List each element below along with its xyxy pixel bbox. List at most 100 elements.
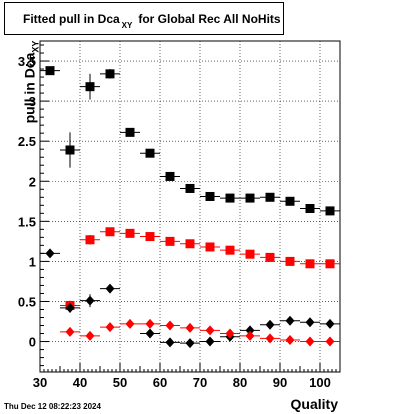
data-point: [80, 294, 100, 308]
diamond-marker: [145, 328, 155, 339]
square-marker: [165, 171, 175, 181]
data-point: [220, 328, 240, 339]
data-point: [180, 183, 200, 193]
diamond-marker: [165, 320, 175, 331]
data-point: [180, 338, 200, 349]
chart-title: Fitted pull in Dca XY for Global Rec All N…: [23, 12, 281, 30]
diamond-marker: [65, 302, 75, 313]
diamond-marker: [305, 336, 315, 347]
diamond-marker: [285, 315, 295, 326]
y-tick-label: 3: [29, 94, 36, 109]
diamond-marker: [265, 333, 275, 344]
data-point: [300, 204, 320, 214]
data-point: [280, 315, 300, 326]
x-tick-label: 30: [33, 375, 47, 390]
data-point: [220, 193, 240, 203]
data-point: [300, 336, 320, 347]
x-tick-label: 60: [153, 375, 167, 390]
data-point: [300, 259, 320, 269]
diamond-marker: [85, 330, 95, 341]
data-point: [260, 333, 280, 344]
square-marker: [305, 204, 315, 214]
data-point: [320, 206, 340, 216]
x-tick-label: 40: [73, 375, 87, 390]
data-point: [200, 242, 220, 252]
data-point: [80, 234, 100, 245]
data-point: [40, 248, 60, 259]
data-point: [60, 302, 80, 313]
x-tick-label: 90: [273, 375, 287, 390]
chart-title-main: Fitted pull in Dca: [23, 12, 120, 26]
x-tick-label: 80: [233, 375, 247, 390]
square-marker: [245, 249, 255, 259]
data-point: [100, 322, 120, 333]
diamond-marker: [105, 322, 115, 333]
square-marker: [305, 259, 315, 269]
data-point: [200, 191, 220, 201]
y-tick-label: 1.5: [18, 214, 36, 229]
square-marker: [205, 191, 215, 201]
diamond-marker: [185, 338, 195, 349]
data-point: [240, 325, 260, 336]
y-axis-label-main: pull in Dca: [21, 52, 38, 124]
data-point: [160, 337, 180, 348]
y-tick-label: 1: [29, 254, 36, 269]
plot-frame: [39, 40, 341, 373]
square-marker: [185, 239, 195, 249]
square-marker: [225, 245, 235, 255]
data-point: [180, 239, 200, 249]
y-axis-label-subscript: XY: [30, 40, 41, 53]
data-point: [120, 228, 140, 238]
y-axis-label: pull in DcaXY: [21, 40, 41, 124]
square-marker: [265, 252, 275, 262]
diamond-marker: [185, 322, 195, 333]
diamond-marker: [125, 318, 135, 329]
data-point: [160, 236, 180, 246]
data-point: [60, 326, 80, 337]
data-point: [240, 249, 260, 259]
square-marker: [265, 192, 275, 202]
square-marker: [325, 206, 335, 216]
diamond-marker: [85, 295, 95, 306]
chart-title-box: Fitted pull in Dca XY for Global Rec All N…: [4, 2, 284, 35]
square-marker: [245, 193, 255, 203]
diamond-marker: [265, 319, 275, 330]
chart-title-rest: for Global Rec All NoHits: [138, 12, 281, 26]
data-point: [280, 334, 300, 345]
chart-title-subscript: XY: [121, 21, 133, 30]
y-tick-label: 3.5: [18, 54, 36, 69]
square-marker: [125, 228, 135, 238]
data-point: [300, 317, 320, 328]
data-point: [120, 318, 140, 329]
timestamp-footer: Thu Dec 12 08:22:23 2024: [4, 402, 101, 411]
diamond-marker: [205, 336, 215, 347]
data-point: [160, 171, 180, 181]
square-marker: [285, 256, 295, 266]
square-marker: [145, 232, 155, 242]
tick-labels: 30 40 50 60 70 80 90 100 0 0.5 1 1.5 2 2.5 3 3.5: [18, 54, 331, 390]
square-marker: [125, 127, 135, 137]
diamond-marker: [205, 325, 215, 336]
data-point: [140, 318, 160, 329]
data-point: [180, 322, 200, 333]
diamond-marker: [65, 326, 75, 337]
square-marker: [205, 242, 215, 252]
square-marker: [85, 82, 95, 92]
diamond-marker: [305, 317, 315, 328]
data-point: [200, 325, 220, 336]
y-tick-label: 0.5: [18, 294, 36, 309]
square-marker: [65, 145, 75, 155]
diamond-marker: [45, 248, 55, 259]
data-point: [60, 132, 80, 168]
axis-ticks: [39, 44, 337, 372]
diamond-marker: [325, 336, 335, 347]
data-point: [160, 320, 180, 331]
diamond-marker: [105, 283, 115, 294]
data-point: [260, 319, 280, 330]
square-marker: [105, 227, 115, 237]
data-point: [80, 330, 100, 341]
x-tick-label: 50: [113, 375, 127, 390]
data-point: [240, 330, 260, 341]
data-point: [280, 256, 300, 266]
data-point: [100, 227, 120, 237]
